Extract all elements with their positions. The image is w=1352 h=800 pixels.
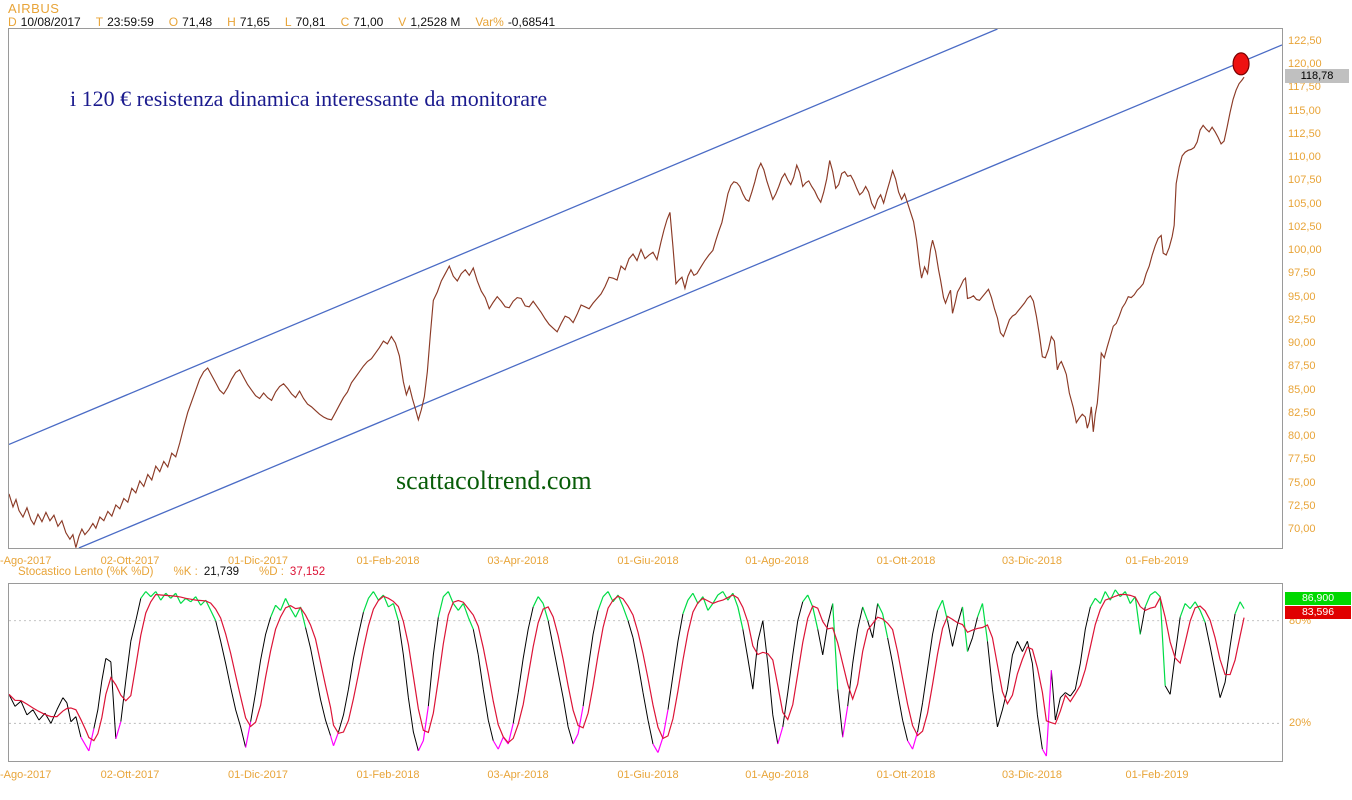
price-tick-label: 85,00 xyxy=(1288,384,1316,396)
price-tick-label: 92,50 xyxy=(1288,314,1316,326)
stochastic-k-line xyxy=(9,598,1236,752)
date-tick-label: 01-Ott-2018 xyxy=(876,769,936,781)
level-20-label: 20% xyxy=(1289,717,1312,729)
date-tick-label: 03-Apr-2018 xyxy=(487,555,549,567)
date-tick-label: 01-Feb-2018 xyxy=(356,555,420,567)
ohlc-field: V 1,2528 M xyxy=(398,15,461,29)
price-tick-label: 90,00 xyxy=(1288,337,1316,349)
date-tick-label: 01-Feb-2019 xyxy=(1125,769,1189,781)
price-tick-label: 75,00 xyxy=(1288,477,1316,489)
stochastic-d-line xyxy=(9,593,1245,744)
price-tick-label: 97,50 xyxy=(1288,267,1316,279)
date-tick-label: -Ago-2017 xyxy=(0,769,52,781)
price-chart-plot[interactable] xyxy=(8,28,1283,549)
price-x-axis: -Ago-2017 02-Ott-2017 01-Dic-2017 01-Feb-20… xyxy=(0,555,1352,568)
price-tick-label: 110,00 xyxy=(1288,151,1321,163)
ohlc-field: D 10/08/2017 xyxy=(8,15,81,29)
date-tick-label: 01-Ago-2018 xyxy=(745,769,809,781)
ohlc-field: L 70,81 xyxy=(284,15,326,29)
date-tick-label: 01-Dic-2017 xyxy=(228,555,288,567)
price-tick-label: 122,50 xyxy=(1288,35,1322,47)
date-tick-label: 01-Giu-2018 xyxy=(617,555,679,567)
price-tick-label: 115,00 xyxy=(1288,105,1321,117)
price-tick-label: 95,00 xyxy=(1288,291,1316,303)
date-tick-label: 01-Ago-2018 xyxy=(745,555,809,567)
ohlc-field: C 71,00 xyxy=(340,15,384,29)
stochastic-header: Stocastico Lento (%K %D) %K :21,739 %D :… xyxy=(18,566,325,578)
date-tick-label: -Ago-2017 xyxy=(0,555,52,567)
trend-channel-line[interactable] xyxy=(78,44,1282,548)
annotation-text[interactable]: i 120 € resistenza dinamica interessante… xyxy=(70,86,548,111)
price-line xyxy=(9,76,1245,548)
price-tick-label: 87,50 xyxy=(1288,360,1316,372)
price-tick-label: 120,00 xyxy=(1288,58,1322,70)
price-tick-label: 77,50 xyxy=(1288,453,1316,465)
price-tick-label: 100,00 xyxy=(1288,244,1322,256)
resistance-touch-marker[interactable] xyxy=(1232,52,1250,76)
ohlc-field: H 71,65 xyxy=(227,15,270,29)
stochastic-plot[interactable] xyxy=(8,583,1283,762)
watermark-text: scattacoltrend.com xyxy=(396,466,592,495)
date-tick-label: 01-Feb-2018 xyxy=(356,769,420,781)
ohlc-field: Var% -0,68541 xyxy=(475,15,556,29)
stochastic-d-badge: 83,596 xyxy=(1285,606,1351,619)
price-tick-label: 72,50 xyxy=(1288,500,1316,512)
date-tick-label: 01-Ott-2018 xyxy=(876,555,936,567)
price-tick-label: 107,50 xyxy=(1288,174,1322,186)
date-tick-label: 01-Feb-2019 xyxy=(1125,555,1189,567)
date-tick-label: 02-Ott-2017 xyxy=(100,555,160,567)
price-tick-label: 112,50 xyxy=(1288,128,1321,140)
stochastic-d-readout: %D :37,152 xyxy=(259,566,326,578)
ohlc-field: O 71,48 xyxy=(168,15,213,29)
price-tick-label: 70,00 xyxy=(1288,523,1316,535)
price-tick-label: 82,50 xyxy=(1288,407,1316,419)
date-tick-label: 01-Giu-2018 xyxy=(617,769,679,781)
trend-channel-line[interactable] xyxy=(9,29,998,445)
price-tick-label: 102,50 xyxy=(1288,221,1322,233)
price-y-axis: 122,50 120,00 117,50 115,00 112,50 110,00 107,… xyxy=(1288,0,1352,556)
last-price-badge: 118,78 xyxy=(1285,69,1349,83)
stochastic-x-axis: -Ago-2017 02-Ott-2017 01-Dic-2017 01-Feb-20… xyxy=(0,769,1352,782)
date-tick-label: 02-Ott-2017 xyxy=(100,769,160,781)
price-tick-label: 117,50 xyxy=(1288,81,1321,93)
date-tick-label: 03-Dic-2018 xyxy=(1002,769,1062,781)
price-tick-label: 80,00 xyxy=(1288,430,1316,442)
date-tick-label: 03-Dic-2018 xyxy=(1002,555,1062,567)
stochastic-k-readout: %K :21,739 xyxy=(173,566,239,578)
instrument-title: AIRBUS xyxy=(8,1,60,16)
date-tick-label: 03-Apr-2018 xyxy=(487,769,549,781)
ohlc-field: T 23:59:59 xyxy=(95,15,154,29)
date-tick-label: 01-Dic-2017 xyxy=(228,769,288,781)
stochastic-k-badge: 86,900 xyxy=(1285,592,1351,605)
stochastic-label: Stocastico Lento (%K %D) xyxy=(18,566,154,578)
ohlc-header: D 10/08/2017 T 23:59:59 O 71,48 H 71,65 L 70,81 C 7… xyxy=(8,15,555,29)
price-tick-label: 105,00 xyxy=(1288,198,1322,210)
